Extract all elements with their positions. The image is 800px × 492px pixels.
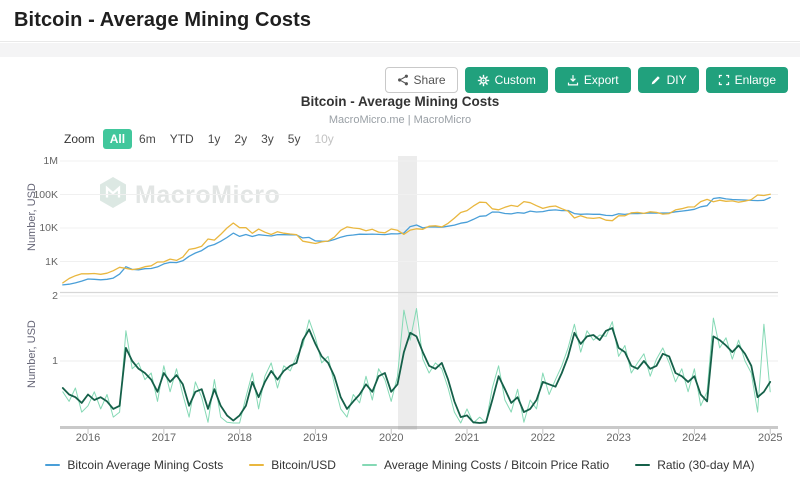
x-axis-tick-label: 2024 (682, 432, 707, 444)
legend-label: Ratio (30-day MA) (657, 458, 755, 472)
share-button-label: Share (413, 73, 446, 87)
share-icon (397, 74, 409, 86)
legend-item-1[interactable]: Bitcoin/USD (249, 458, 336, 472)
legend-dash (45, 463, 61, 467)
y-axis-tick-label: 1M (43, 155, 58, 167)
x-axis-tick-label: 2023 (606, 432, 631, 444)
export-button-label: Export (583, 73, 619, 87)
x-axis-tick-label: 2025 (757, 432, 783, 444)
legend-item-3[interactable]: Ratio (30-day MA) (635, 458, 755, 472)
zoom-options: All 6m YTD 1y 2y 3y 5y 10y (102, 129, 341, 149)
x-axis-tick-label: 2017 (151, 432, 177, 444)
zoom-range-ytd[interactable]: YTD (169, 132, 194, 146)
zoom-range-all[interactable]: All (102, 129, 133, 149)
diy-button[interactable]: DIY (637, 67, 699, 93)
legend-dash (635, 463, 651, 467)
y-axis-tick-label: 10K (39, 222, 58, 234)
y-axis-tick-label: 100K (33, 188, 58, 201)
legend-item-0[interactable]: Bitcoin Average Mining Costs (45, 458, 223, 472)
zoom-label: Zoom (64, 132, 95, 146)
chart-header: Bitcoin - Average Mining Costs MacroMicr… (0, 94, 800, 126)
chart-legend: Bitcoin Average Mining Costs Bitcoin/USD A… (0, 458, 800, 472)
y-axis-tick-label: 1K (45, 255, 58, 268)
page-title: Bitcoin - Average Mining Costs (14, 9, 312, 31)
enlarge-button-label: Enlarge (734, 73, 776, 87)
download-icon (567, 74, 579, 86)
pencil-icon (650, 74, 662, 86)
top-panel-y-axis-title: Number, USD (26, 183, 38, 251)
chart-subtitle: MacroMicro.me | MacroMicro (328, 114, 472, 126)
x-axis-tick-label: 2016 (75, 432, 101, 444)
export-button[interactable]: Export (554, 67, 631, 93)
x-axis-tick-label: 2018 (227, 432, 252, 444)
x-axis-tick-label: 2020 (378, 432, 404, 444)
zoom-range-3y[interactable]: 3y (261, 132, 274, 146)
legend-item-2[interactable]: Average Mining Costs / Bitcoin Price Rat… (361, 458, 610, 472)
legend-dash (361, 463, 377, 467)
chart-title: Bitcoin - Average Mining Costs (300, 94, 500, 109)
y-axis-tick-label: 2 (52, 289, 58, 302)
zoom-range-10y: 10y (314, 132, 334, 146)
x-axis-tick-label: 2021 (454, 432, 480, 444)
diy-button-label: DIY (666, 73, 687, 87)
legend-label: Bitcoin/USD (271, 458, 336, 472)
custom-button-label: Custom (494, 73, 536, 87)
x-axis-tick-label: 2022 (530, 432, 556, 444)
enlarge-button[interactable]: Enlarge (705, 67, 788, 93)
zoom-range-5y[interactable]: 5y (287, 132, 301, 146)
bottom-panel-y-axis-title: Number, USD (26, 320, 38, 388)
custom-button[interactable]: Custom (464, 67, 548, 93)
x-axis-tick-label: 2019 (303, 432, 328, 444)
legend-label: Average Mining Costs / Bitcoin Price Rat… (383, 458, 610, 472)
gear-icon (477, 74, 490, 87)
toolbar: Share Custom Export DIY Enlarge (384, 67, 788, 93)
page-header: Bitcoin - Average Mining Costs (0, 0, 800, 42)
legend-label: Bitcoin Average Mining Costs (67, 458, 224, 472)
zoom-range-6m[interactable]: 6m (139, 132, 156, 146)
chart-area: MacroMicro Number, USD Number, USD 1M 100… (0, 150, 800, 450)
y-axis-tick-label: 1 (52, 355, 58, 367)
share-button[interactable]: Share (384, 67, 458, 93)
chart-canvas[interactable] (60, 154, 780, 444)
page-background-strip (0, 43, 800, 57)
legend-dash (249, 463, 265, 467)
zoom-controls: Zoom All 6m YTD 1y 2y 3y 5y 10y (64, 129, 341, 149)
expand-icon (718, 74, 730, 86)
zoom-range-2y[interactable]: 2y (234, 132, 248, 146)
zoom-range-1y[interactable]: 1y (207, 132, 221, 146)
